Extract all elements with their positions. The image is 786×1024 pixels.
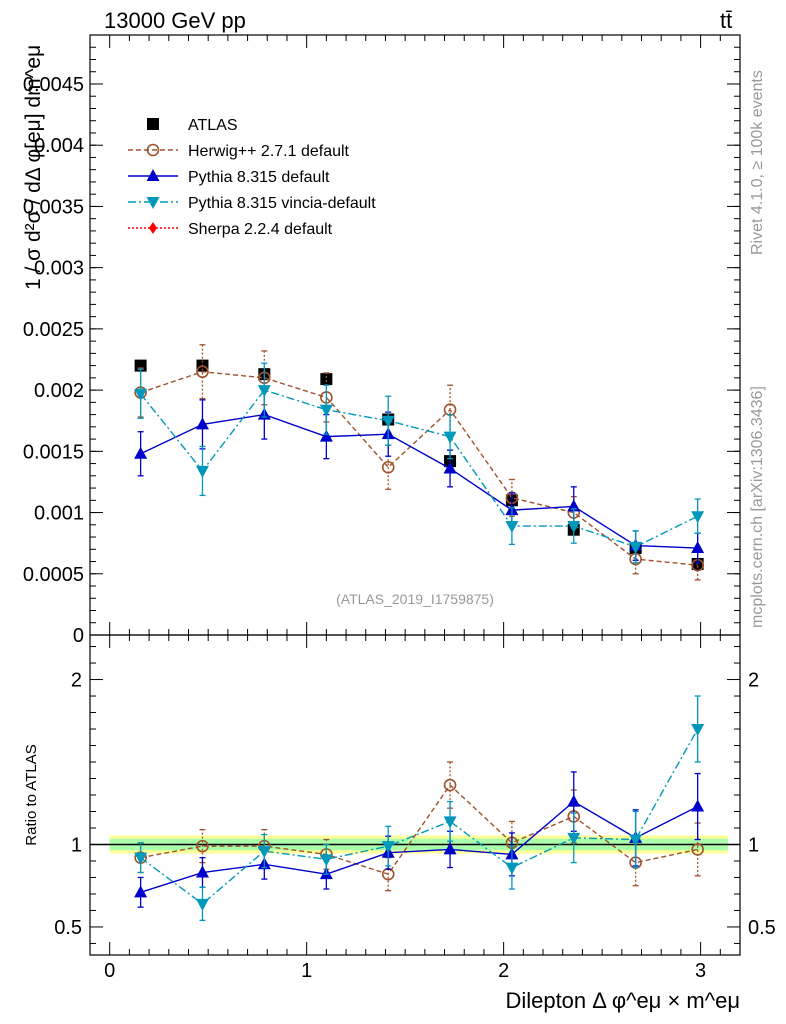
top-pythia-8-315-vincia-default-point [443,431,457,444]
ratio-herwig-2-7-1-default-point [196,839,209,853]
ratio-ytick-label: 1 [71,834,82,856]
legend-sherpa-2-2-4-default-marker [149,222,157,234]
ratio-ytick-label-right: 1 [748,834,759,856]
ratio-panel-frame [89,634,741,956]
ratio-panel-data [134,695,705,922]
top-ytick-label: 0.004 [34,135,84,157]
top-pythia-8-315-vincia-default-point [257,385,271,398]
analysis-tag: (ATLAS_2019_I1759875) [336,591,494,607]
ratio-pythia-8-315-default-point [134,885,148,898]
rivet-label: Rivet 4.1.0, ≥ 100k events [749,70,766,255]
top-pythia-8-315-vincia-default-point [381,415,395,428]
top-pythia-8-315-vincia-default-point [505,521,519,534]
ratio-pythia-8-315-vincia-default-point [505,862,519,875]
top-pythia-8-315-vincia-default-line [140,389,698,548]
mcplots-label: mcplots.cern.ch [arXiv:1306.3436] [749,386,766,628]
top-ytick-label: 0.0035 [23,196,84,218]
ratio-herwig-2-7-1-default-line [140,784,698,875]
xtick-label: 1 [301,960,312,982]
top-ytick-label: 0 [73,625,84,647]
top-pythia-8-315-default-point [195,417,209,430]
top-herwig-2-7-1-default-point [381,460,395,474]
top-ytick-label: 0.0025 [23,319,84,341]
ratio-pythia-8-315-vincia-default-point [257,846,271,859]
ratio-pythia-8-315-default-point [691,799,705,812]
xtick-label: 0 [104,960,115,982]
legend-pythia-8-315-vincia-default-label: Pythia 8.315 vincia-default [188,195,376,212]
top-panel-data [134,344,705,581]
ratio-pythia-8-315-vincia-default-point [567,832,581,845]
ratio-pythia-8-315-vincia-default-point [381,841,395,854]
ratio-pythia-8-315-default-point [567,794,581,807]
top-pythia-8-315-vincia-default-point [567,521,581,534]
ratio-pythia-8-315-vincia-default-point [443,816,457,829]
ratio-herwig-2-7-1-default-point [443,778,457,792]
legend-sherpa-2-2-4-default-label: Sherpa 2.2.4 default [188,221,333,238]
ratio-pythia-8-315-vincia-default-point [319,854,333,867]
top-herwig-2-7-1-default-point [196,365,209,379]
legend-pythia-8-315-default-label: Pythia 8.315 default [188,169,330,186]
legend-pythia-8-315-default-marker [146,169,160,181]
ratio-pythia-8-315-vincia-default-point [134,852,148,865]
top-ylabel: 1 / σ d²σ / dΔ φ[eμ] dm^eμ [22,45,45,290]
ratio-pythia-8-315-vincia-default-line [140,728,699,905]
top-pythia-8-315-vincia-default-point [195,465,209,478]
top-atlas-point [320,373,333,386]
top-pythia-8-315-vincia-default-point [629,541,643,554]
ratio-pythia-8-315-default-point [195,865,209,878]
top-ytick-label: 0.0005 [23,564,84,586]
xtick-label: 3 [695,960,706,982]
top-pythia-8-315-vincia-default-point [134,388,148,401]
top-pythia-8-315-default-point [134,446,148,459]
ratio-herwig-2-7-1-default-point [691,843,704,856]
ratio-ytick-label-right: 2 [748,670,759,692]
ratio-ytick-label: 2 [71,670,82,692]
top-pythia-8-315-vincia-default-point [319,404,333,417]
ratio-pythia-8-315-vincia-default-point [629,834,643,847]
bottom-ylabel: Ratio to ATLAS [23,744,40,845]
top-ytick-label: 0.001 [34,503,84,525]
top-pythia-8-315-vincia-default-point [691,511,705,524]
x-axis-label: Dilepton Δ φ^eμ × m^eμ [505,988,740,1013]
top-ytick-label: 0.002 [34,380,84,402]
energy-label: 13000 GeV pp [104,8,246,33]
top-pythia-8-315-default-point [443,461,457,474]
process-label: tt̄ [720,8,732,33]
legend-atlas-marker [147,118,159,130]
ratio-pythia-8-315-default-point [443,842,457,855]
legend-herwig-2-7-1-default-marker [146,143,160,157]
legend-herwig-2-7-1-default-label: Herwig++ 2.7.1 default [188,143,350,160]
xtick-label: 2 [498,960,509,982]
legend-pythia-8-315-vincia-default-marker [146,197,160,209]
ratio-pythia-8-315-vincia-default-point [195,898,209,911]
top-pythia-8-315-default-point [691,541,705,554]
ratio-pythia-8-315-vincia-default-point [691,724,705,737]
top-ytick-label: 0.0015 [23,441,84,463]
legend: ATLAS Herwig++ 2.7.1 default Pythia 8.315 … [128,117,376,238]
axes: 0 0.0005 0.001 0.0015 0.002 0.0025 0.003 0.0035… [23,34,776,982]
top-ytick-label: 0.0045 [23,74,84,96]
top-pythia-8-315-default-point [319,429,333,442]
top-ytick-label: 0.003 [34,258,84,280]
top-herwig-2-7-1-default-line [140,371,698,566]
ratio-pythia-8-315-default-line [140,800,698,893]
legend-atlas-label: ATLAS [188,117,238,134]
ratio-ytick-label-right: 0.5 [748,917,776,939]
ratio-ytick-label: 0.5 [54,917,82,939]
top-pythia-8-315-default-line [140,413,698,549]
top-pythia-8-315-default-point [567,499,581,512]
